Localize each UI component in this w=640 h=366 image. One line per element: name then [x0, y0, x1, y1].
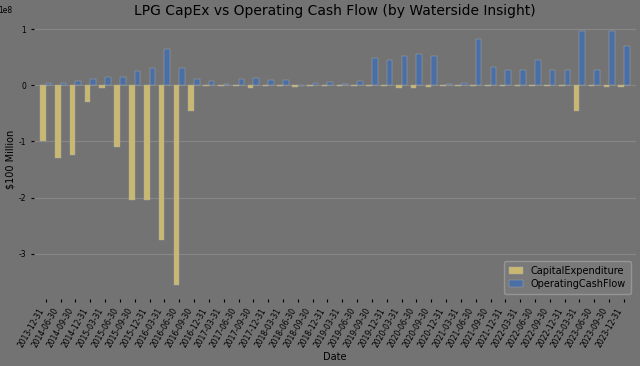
Bar	[61, 83, 67, 85]
Bar	[179, 68, 185, 85]
Bar	[461, 83, 467, 85]
Bar	[440, 85, 446, 86]
Bar	[328, 82, 333, 85]
Bar	[159, 85, 164, 240]
Bar	[351, 85, 357, 86]
Bar	[337, 85, 342, 86]
Text: 1e8: 1e8	[0, 6, 12, 15]
Bar	[218, 85, 224, 86]
Bar	[574, 85, 579, 111]
Title: LPG CapEx vs Operating Cash Flow (by Waterside Insight): LPG CapEx vs Operating Cash Flow (by Wat…	[134, 4, 536, 18]
Bar	[470, 85, 476, 86]
Bar	[476, 39, 481, 85]
Bar	[224, 83, 229, 85]
Bar	[401, 56, 407, 85]
Bar	[262, 85, 268, 86]
Bar	[455, 85, 461, 86]
Bar	[624, 46, 630, 85]
Bar	[529, 85, 535, 86]
Bar	[135, 71, 140, 85]
Bar	[313, 83, 318, 85]
Bar	[84, 85, 90, 102]
Bar	[40, 85, 46, 141]
Bar	[55, 85, 61, 158]
Bar	[307, 85, 313, 86]
Bar	[372, 58, 378, 85]
Bar	[431, 56, 437, 85]
Bar	[322, 85, 328, 86]
Bar	[426, 85, 431, 87]
Bar	[506, 70, 511, 85]
Bar	[164, 49, 170, 85]
Bar	[120, 77, 125, 85]
Bar	[520, 70, 526, 85]
X-axis label: Date: Date	[323, 352, 347, 362]
Bar	[239, 79, 244, 85]
Bar	[233, 85, 239, 86]
Bar	[550, 70, 556, 85]
Bar	[298, 85, 303, 86]
Bar	[490, 67, 496, 85]
Bar	[150, 68, 155, 85]
Bar	[76, 81, 81, 85]
Bar	[485, 85, 490, 86]
Bar	[209, 81, 214, 85]
Bar	[609, 31, 615, 85]
Bar	[595, 70, 600, 85]
Bar	[99, 85, 105, 88]
Bar	[559, 85, 564, 86]
Bar	[70, 85, 76, 156]
Bar	[204, 85, 209, 86]
Bar	[283, 80, 289, 85]
Bar	[129, 85, 135, 200]
Bar	[366, 85, 372, 86]
Bar	[105, 78, 111, 85]
Bar	[411, 85, 417, 87]
Bar	[248, 85, 253, 87]
Bar	[515, 85, 520, 86]
Bar	[253, 78, 259, 85]
Bar	[144, 85, 150, 200]
Bar	[115, 85, 120, 147]
Bar	[381, 85, 387, 86]
Bar	[535, 60, 541, 85]
Bar	[194, 79, 200, 85]
Bar	[342, 84, 348, 85]
Bar	[46, 83, 51, 85]
Bar	[618, 85, 624, 87]
Bar	[417, 55, 422, 85]
Bar	[604, 85, 609, 87]
Bar	[277, 85, 283, 86]
Bar	[268, 80, 274, 85]
Bar	[292, 85, 298, 87]
Bar	[396, 85, 401, 87]
Y-axis label: $100 Million: $100 Million	[6, 130, 16, 189]
Bar	[188, 85, 194, 111]
Bar	[544, 85, 550, 86]
Bar	[446, 83, 452, 85]
Bar	[357, 81, 363, 85]
Bar	[564, 70, 570, 85]
Bar	[173, 85, 179, 284]
Bar	[387, 60, 392, 85]
Bar	[579, 31, 585, 85]
Bar	[90, 79, 96, 85]
Bar	[500, 85, 506, 86]
Legend: CapitalExpenditure, OperatingCashFlow: CapitalExpenditure, OperatingCashFlow	[504, 261, 631, 294]
Bar	[589, 85, 595, 86]
